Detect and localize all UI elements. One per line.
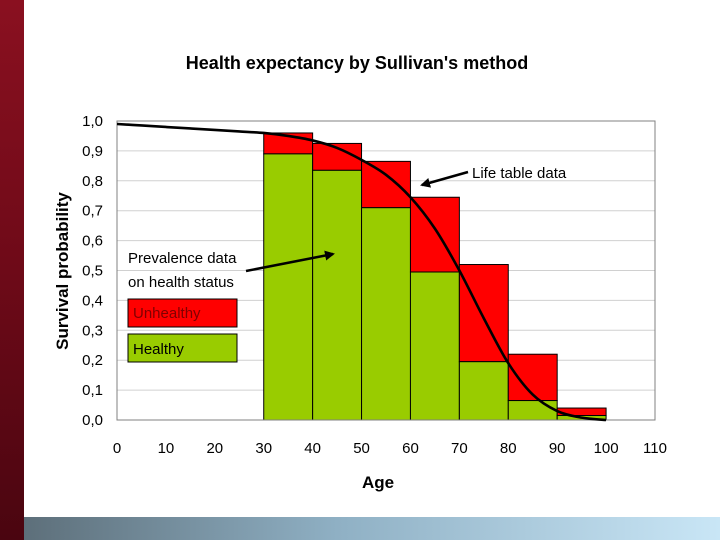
y-tick-label: 0,7 xyxy=(82,203,103,220)
y-tick-label: 0,6 xyxy=(82,233,103,250)
bars xyxy=(263,132,607,421)
x-tick-labels: 0 10 20 30 40 50 60 70 80 90 100 110 xyxy=(113,440,667,457)
bar-healthy xyxy=(507,400,558,421)
legend-unhealthy-label: Unhealthy xyxy=(133,305,201,322)
x-tick-label: 50 xyxy=(353,440,370,457)
bar-healthy xyxy=(312,169,363,421)
bar-healthy xyxy=(263,153,314,421)
bar-healthy xyxy=(361,207,411,421)
x-tick-label: 110 xyxy=(643,440,667,457)
bar-healthy xyxy=(458,361,509,421)
y-tick-label: 0,3 xyxy=(82,322,103,339)
x-tick-label: 80 xyxy=(500,440,517,457)
legend-healthy-swatch xyxy=(127,333,238,363)
prevalence-label-line1: Prevalence data xyxy=(128,250,237,267)
life-table-arrow xyxy=(420,170,469,188)
x-tick-label: 0 xyxy=(113,440,121,457)
y-tick-labels: 0,0 0,1 0,2 0,3 0,4 0,5 0,6 0,7 0,8 0,9 1,0 xyxy=(82,113,103,429)
y-tick-label: 0,2 xyxy=(82,352,103,369)
x-tick-label: 40 xyxy=(304,440,321,457)
x-tick-label: 100 xyxy=(594,440,619,457)
x-tick-label: 30 xyxy=(255,440,272,457)
y-tick-label: 0,8 xyxy=(82,173,103,190)
bar-unhealthy xyxy=(458,264,509,363)
y-tick-label: 0,4 xyxy=(82,292,103,309)
prevalence-label-line2: on health status xyxy=(128,274,234,291)
x-tick-label: 90 xyxy=(549,440,566,457)
y-tick-label: 1,0 xyxy=(82,113,103,130)
x-tick-label: 20 xyxy=(206,440,223,457)
x-tick-label: 60 xyxy=(402,440,419,457)
prevalence-arrow xyxy=(245,250,335,273)
bar-unhealthy xyxy=(361,160,411,209)
legend-healthy-label: Healthy xyxy=(133,341,184,358)
y-tick-label: 0,5 xyxy=(82,263,103,280)
y-axis-title: Survival probability xyxy=(53,192,72,350)
life-table-label: Life table data xyxy=(472,165,567,182)
x-tick-label: 70 xyxy=(451,440,468,457)
x-axis-title: Age xyxy=(362,473,394,492)
bar-unhealthy xyxy=(409,196,460,273)
left-decorative-bar xyxy=(0,0,24,540)
bar-healthy xyxy=(409,271,460,421)
y-tick-label: 0,1 xyxy=(82,382,103,399)
legend-unhealthy-swatch xyxy=(127,298,238,328)
bottom-decorative-bar xyxy=(24,517,720,540)
y-tick-label: 0,0 xyxy=(82,412,103,429)
x-tick-label: 10 xyxy=(158,440,175,457)
y-tick-label: 0,9 xyxy=(82,143,103,160)
survival-curve xyxy=(116,122,607,422)
chart-title: Health expectancy by Sullivan's method xyxy=(186,53,528,73)
plot-frame xyxy=(116,120,656,421)
